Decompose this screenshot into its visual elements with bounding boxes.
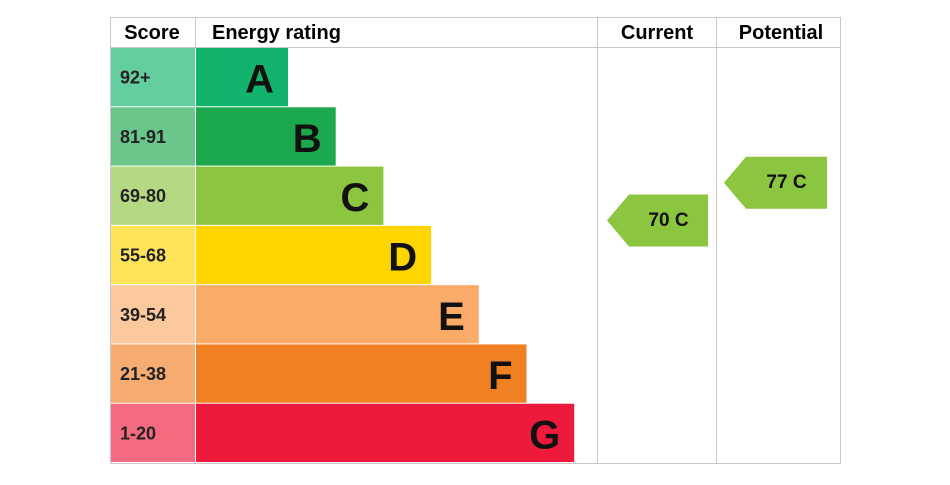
band-letter: C: [341, 176, 370, 220]
score-cell: [111, 403, 195, 462]
band-letter: A: [245, 58, 274, 102]
header-current: Current: [621, 22, 694, 44]
score-cell: [111, 225, 195, 285]
band-letter: D: [388, 236, 417, 280]
rating-arrow: [607, 194, 708, 247]
band-bar: [196, 285, 479, 344]
band-bar: [196, 166, 384, 225]
rating-label: 77 C: [766, 172, 806, 193]
header-potential: Potential: [739, 22, 823, 44]
band-letter: E: [438, 295, 465, 339]
score-label: 39-54: [120, 305, 166, 325]
score-label: 21-38: [120, 364, 166, 384]
header-rating: Energy rating: [212, 22, 341, 44]
header-score: Score: [124, 22, 180, 44]
score-label: 92+: [120, 68, 151, 88]
rating-arrow: [724, 156, 827, 209]
score-cell: [111, 48, 195, 107]
score-label: 81-91: [120, 127, 166, 147]
score-cell: [111, 285, 195, 344]
band-bar: [196, 107, 336, 166]
score-label: 69-80: [120, 186, 166, 206]
band-bar: [196, 225, 432, 285]
band-bar: [196, 344, 527, 403]
score-cell: [111, 166, 195, 225]
score-cell: [111, 344, 195, 403]
score-cell: [111, 107, 195, 166]
score-label: 55-68: [120, 246, 166, 266]
band-letter: F: [488, 354, 512, 398]
rating-label: 70 C: [648, 210, 688, 231]
band-letter: B: [293, 117, 322, 161]
band-letter: G: [529, 413, 560, 457]
band-bar: [196, 403, 575, 462]
band-bar: [196, 48, 288, 107]
score-label: 1-20: [120, 423, 156, 443]
